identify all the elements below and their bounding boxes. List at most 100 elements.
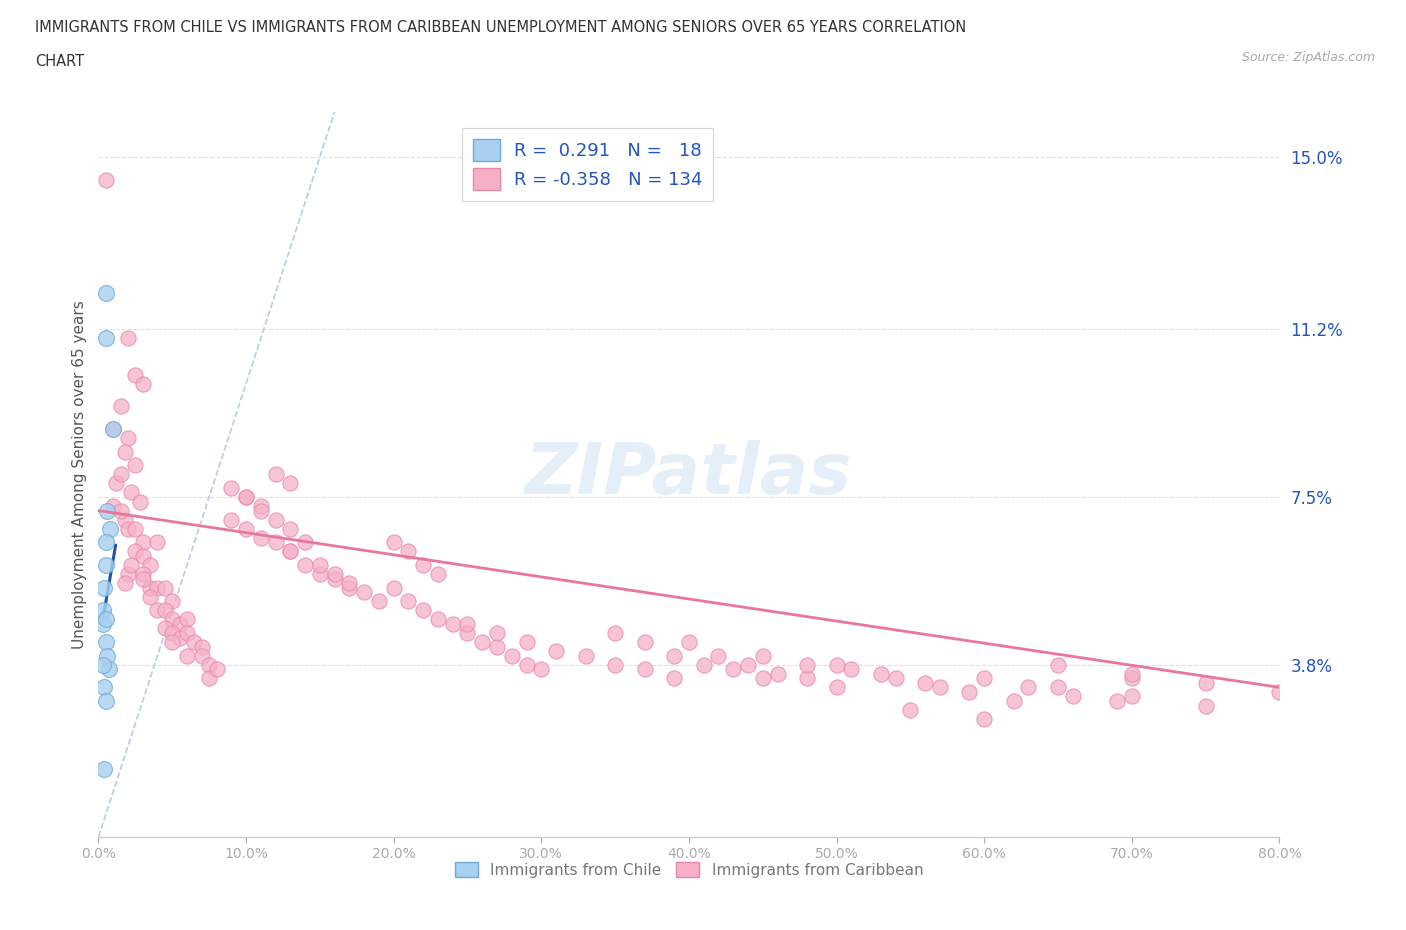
Point bbox=[98, 521, 121, 536]
Point bbox=[501, 648, 523, 663]
Point bbox=[139, 580, 162, 595]
Text: CHART: CHART bbox=[35, 54, 84, 69]
Point bbox=[486, 626, 509, 641]
Point bbox=[94, 535, 117, 550]
Point bbox=[427, 612, 450, 627]
Point bbox=[93, 762, 115, 777]
Point bbox=[516, 658, 538, 672]
Point bbox=[1121, 666, 1143, 681]
Point bbox=[264, 535, 287, 550]
Point bbox=[1002, 694, 1025, 709]
Point bbox=[96, 648, 118, 663]
Point bbox=[103, 421, 125, 436]
Point bbox=[114, 512, 136, 527]
Point bbox=[176, 626, 198, 641]
Point bbox=[250, 498, 273, 513]
Point bbox=[664, 648, 686, 663]
Point bbox=[264, 467, 287, 482]
Point bbox=[796, 671, 818, 685]
Point bbox=[176, 648, 198, 663]
Point bbox=[146, 535, 169, 550]
Point bbox=[382, 535, 405, 550]
Point bbox=[176, 612, 198, 627]
Point bbox=[97, 662, 120, 677]
Point bbox=[339, 576, 361, 591]
Point bbox=[841, 662, 863, 677]
Point bbox=[110, 503, 132, 518]
Point bbox=[752, 648, 775, 663]
Point bbox=[139, 558, 162, 573]
Point bbox=[169, 617, 191, 631]
Point bbox=[427, 566, 450, 581]
Point bbox=[412, 603, 434, 618]
Point bbox=[973, 711, 995, 726]
Point bbox=[884, 671, 907, 685]
Point bbox=[117, 431, 139, 445]
Point bbox=[114, 576, 136, 591]
Point bbox=[294, 535, 316, 550]
Text: Source: ZipAtlas.com: Source: ZipAtlas.com bbox=[1241, 51, 1375, 64]
Point bbox=[250, 530, 273, 545]
Point bbox=[153, 603, 176, 618]
Point bbox=[752, 671, 775, 685]
Point bbox=[124, 544, 146, 559]
Point bbox=[1195, 675, 1218, 690]
Point bbox=[124, 521, 146, 536]
Point bbox=[94, 612, 117, 627]
Point bbox=[139, 590, 162, 604]
Point bbox=[900, 703, 922, 718]
Point bbox=[1046, 658, 1070, 672]
Point bbox=[120, 558, 142, 573]
Point bbox=[1046, 680, 1070, 695]
Point bbox=[117, 521, 139, 536]
Point bbox=[103, 421, 125, 436]
Point bbox=[110, 467, 132, 482]
Point bbox=[1107, 694, 1129, 709]
Point bbox=[91, 617, 114, 631]
Point bbox=[91, 603, 114, 618]
Point bbox=[309, 558, 332, 573]
Point bbox=[191, 639, 214, 654]
Point bbox=[117, 331, 139, 346]
Point bbox=[412, 558, 434, 573]
Point bbox=[678, 634, 700, 649]
Point bbox=[1268, 684, 1291, 699]
Point bbox=[441, 617, 464, 631]
Point bbox=[914, 675, 936, 690]
Point bbox=[723, 662, 745, 677]
Point bbox=[169, 631, 191, 645]
Point bbox=[94, 331, 117, 346]
Point bbox=[825, 680, 848, 695]
Point bbox=[96, 503, 118, 518]
Point bbox=[103, 498, 125, 513]
Point bbox=[486, 639, 509, 654]
Point bbox=[183, 634, 205, 649]
Point bbox=[153, 621, 176, 636]
Point bbox=[368, 594, 391, 609]
Point bbox=[471, 634, 494, 649]
Point bbox=[1121, 689, 1143, 704]
Point bbox=[707, 648, 730, 663]
Point bbox=[664, 671, 686, 685]
Point bbox=[93, 580, 115, 595]
Point bbox=[634, 634, 657, 649]
Point bbox=[105, 476, 128, 491]
Point bbox=[191, 648, 214, 663]
Point bbox=[117, 566, 139, 581]
Point bbox=[250, 503, 273, 518]
Point bbox=[309, 566, 332, 581]
Point bbox=[91, 658, 114, 672]
Point bbox=[264, 512, 287, 527]
Point bbox=[162, 594, 183, 609]
Point bbox=[516, 634, 538, 649]
Point bbox=[132, 535, 155, 550]
Point bbox=[398, 544, 420, 559]
Point bbox=[146, 603, 169, 618]
Point bbox=[198, 658, 221, 672]
Point bbox=[162, 612, 183, 627]
Point bbox=[575, 648, 598, 663]
Point bbox=[1018, 680, 1040, 695]
Point bbox=[870, 666, 893, 681]
Point bbox=[280, 476, 302, 491]
Point bbox=[530, 662, 553, 677]
